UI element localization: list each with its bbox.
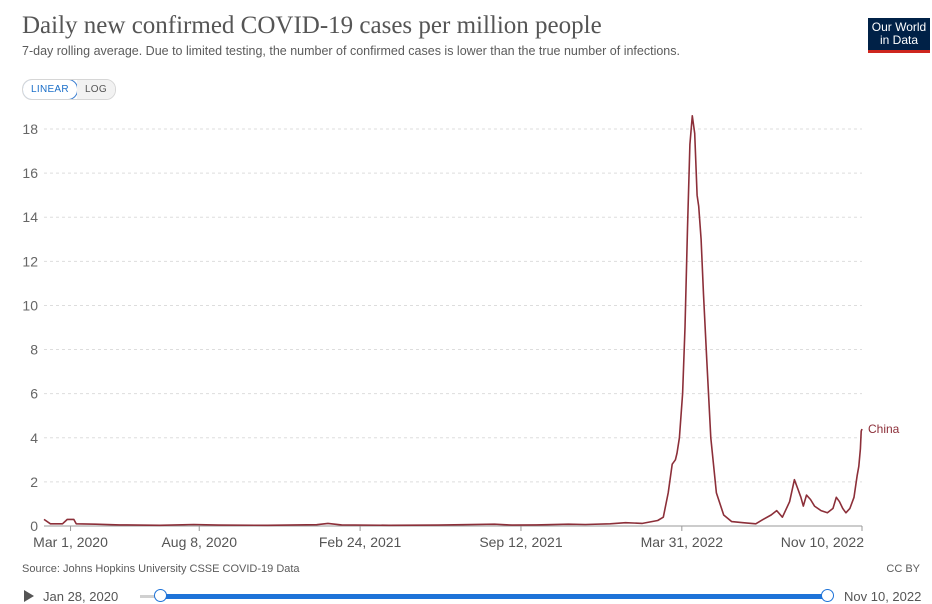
chart-subtitle: 7-day rolling average. Due to limited te… [22, 44, 680, 58]
timeline-track-rest [140, 595, 160, 598]
x-tick-label-5: Nov 10, 2022 [781, 534, 864, 550]
timeline-track[interactable] [160, 594, 828, 599]
y-tick-label-6: 6 [30, 386, 38, 402]
timeline-end-label: Nov 10, 2022 [844, 589, 922, 604]
log-scale-button[interactable]: LOG [76, 80, 115, 99]
logo-line-2: in Data [879, 33, 919, 47]
x-tick-label-3: Sep 12, 2021 [479, 534, 563, 550]
y-tick-label-2: 2 [30, 474, 38, 490]
series-layer: China [43, 115, 900, 527]
y-tick-label-10: 10 [22, 297, 38, 313]
play-icon[interactable] [24, 590, 34, 602]
series-label-0[interactable]: China [868, 422, 900, 436]
chart-title: Daily new confirmed COVID-19 cases per m… [22, 12, 602, 39]
y-tick-label-12: 12 [22, 253, 38, 269]
x-tick-label-0: Mar 1, 2020 [33, 534, 108, 550]
scale-toggle: LINEAR LOG [22, 79, 116, 100]
y-tick-label-18: 18 [22, 121, 38, 137]
timeline-start-label: Jan 28, 2020 [43, 589, 119, 604]
y-tick-label-14: 14 [22, 209, 38, 225]
line-chart[interactable]: 0 2 4 6 8 10 12 14 16 18 Mar 1, 2020 Aug 8, 2020 Fe… [0, 0, 932, 560]
y-axis-ticks: 0 2 4 6 8 10 12 14 16 18 [22, 121, 38, 534]
y-tick-label-0: 0 [30, 518, 38, 534]
grid-lines [44, 128, 862, 483]
license-link[interactable]: CC BY [886, 563, 920, 575]
source-note[interactable]: Source: Johns Hopkins University CSSE CO… [22, 563, 300, 575]
x-tick-label-1: Aug 8, 2020 [161, 534, 237, 550]
timeline-end-handle[interactable] [821, 589, 834, 602]
timeline: Jan 28, 2020 Nov 10, 2022 [0, 584, 932, 604]
x-axis-ticks: Mar 1, 2020 Aug 8, 2020 Feb 24, 2021 Sep 12… [33, 525, 864, 550]
y-tick-label-16: 16 [22, 165, 38, 181]
logo-line-1: Our World [871, 20, 927, 34]
y-tick-label-8: 8 [30, 342, 38, 358]
owid-logo[interactable]: Our World in Data [868, 18, 930, 53]
x-tick-label-2: Feb 24, 2021 [319, 534, 402, 550]
timeline-start-handle[interactable] [154, 589, 167, 602]
y-tick-label-4: 4 [30, 430, 38, 446]
series-line-0[interactable] [43, 115, 863, 527]
x-tick-label-4: Mar 31, 2022 [641, 534, 724, 550]
